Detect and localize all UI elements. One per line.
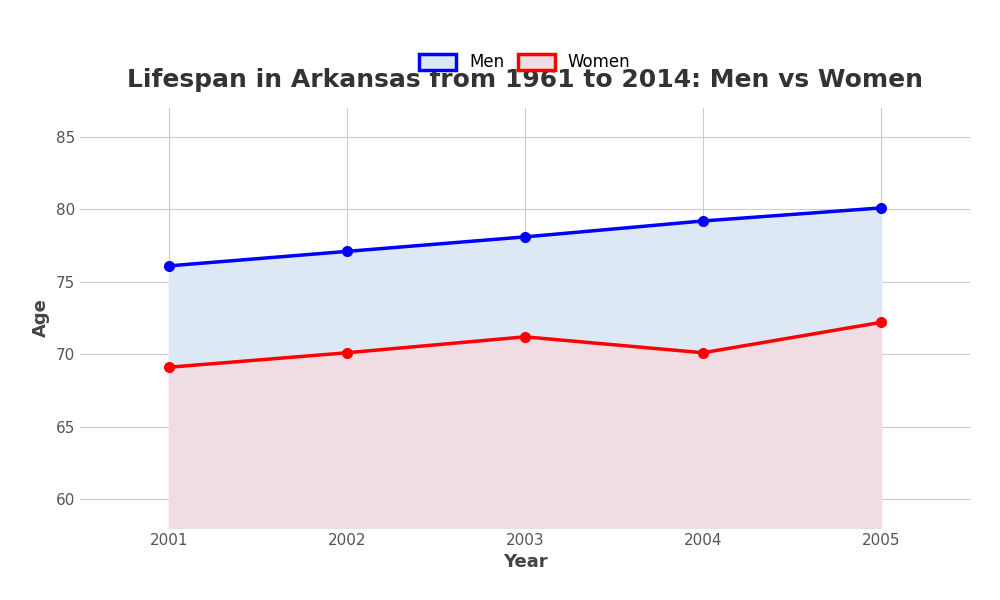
X-axis label: Year: Year: [503, 553, 547, 571]
Y-axis label: Age: Age: [32, 299, 50, 337]
Title: Lifespan in Arkansas from 1961 to 2014: Men vs Women: Lifespan in Arkansas from 1961 to 2014: …: [127, 68, 923, 92]
Legend: Men, Women: Men, Women: [411, 45, 639, 80]
